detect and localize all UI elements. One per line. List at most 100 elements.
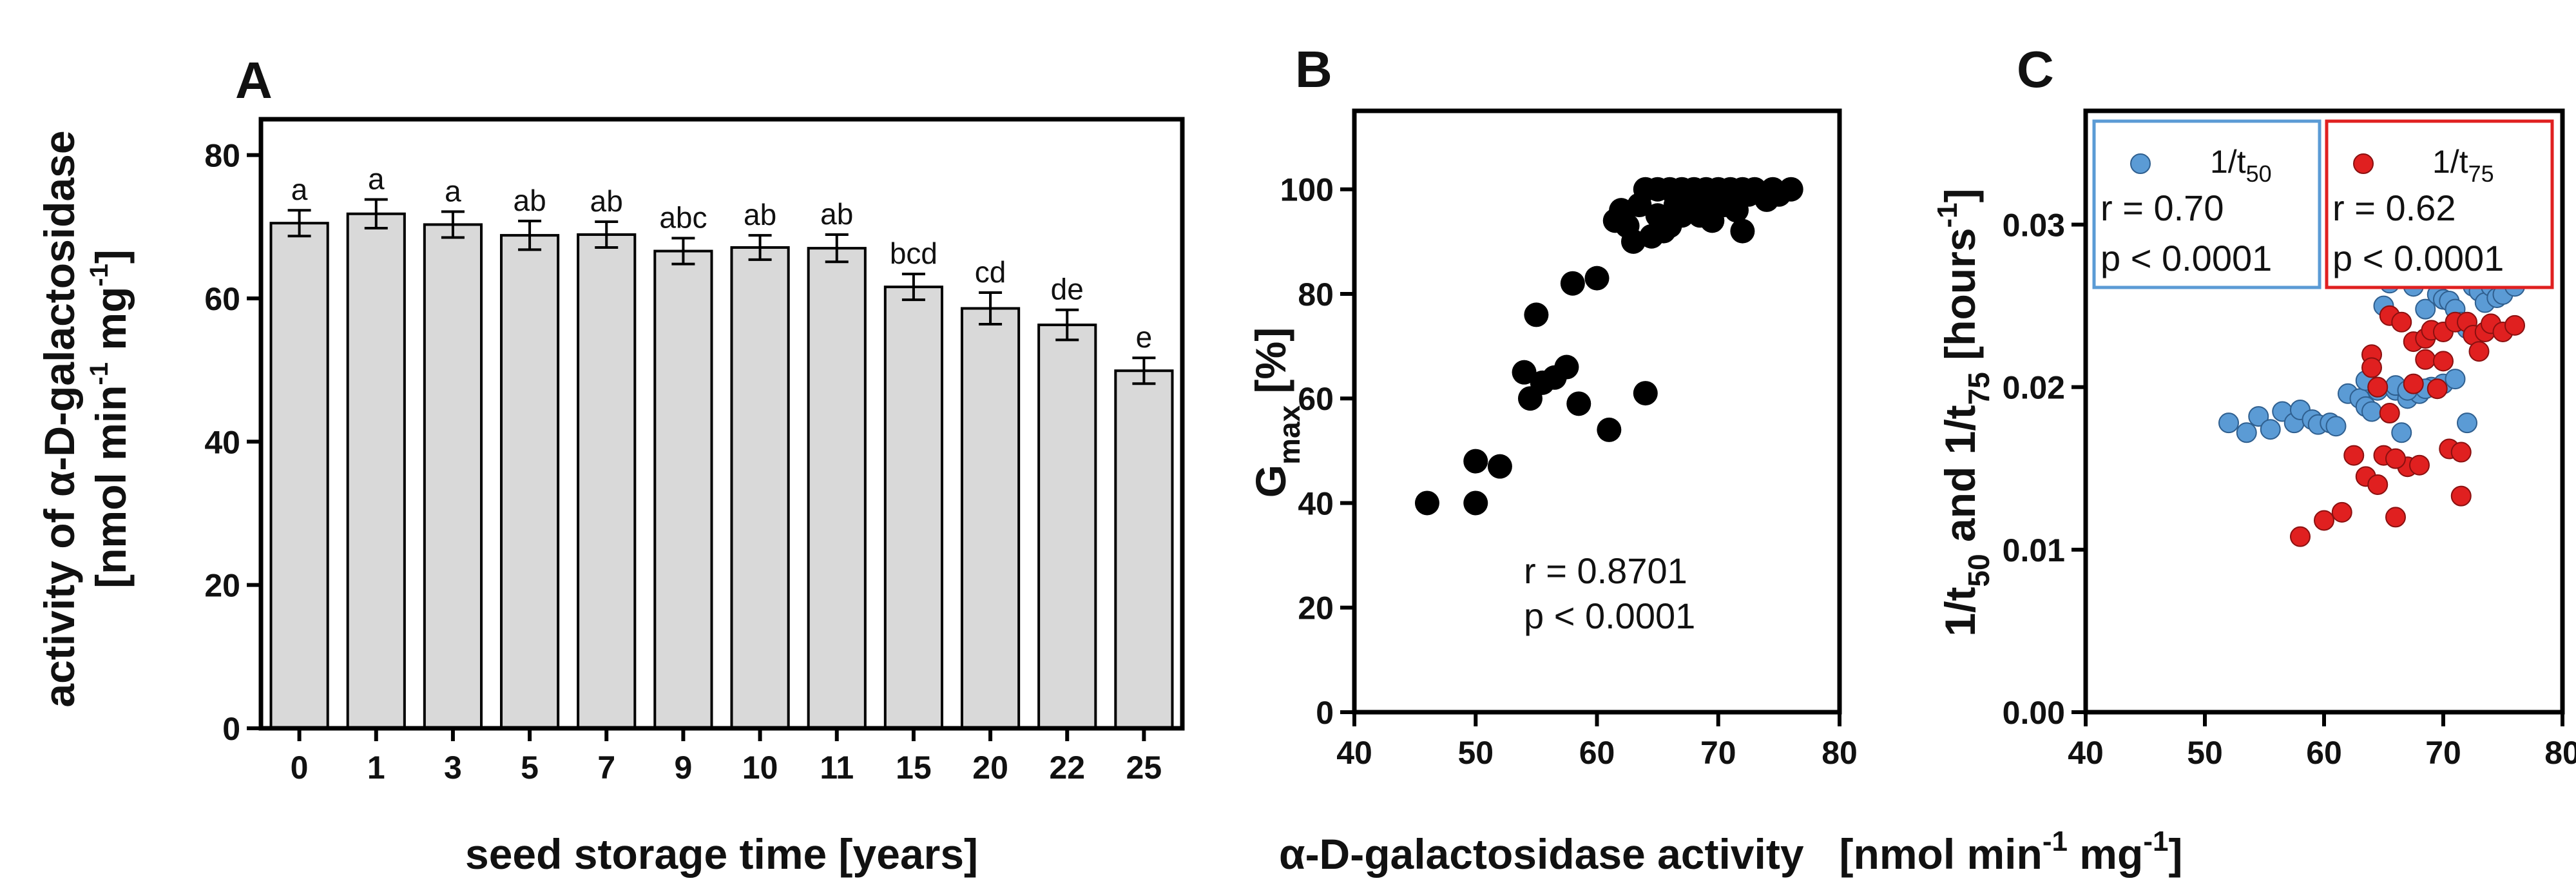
panel-a-bar bbox=[883, 286, 944, 730]
panel-a-ytick-label: 20 bbox=[204, 568, 240, 604]
panel-b-point bbox=[1487, 454, 1512, 479]
panel-c-point-t50 bbox=[2457, 412, 2477, 434]
panel-c-point-t50 bbox=[2391, 422, 2412, 443]
panel-c-ytick-label: 0.01 bbox=[2003, 532, 2065, 568]
panel-a-significance-letter: bcd bbox=[890, 237, 937, 270]
panel-b-point bbox=[1463, 490, 1488, 516]
legend-t50-marker bbox=[2130, 153, 2151, 174]
panel-b-point bbox=[1554, 354, 1579, 380]
panel-b-ytick-label: 20 bbox=[1298, 590, 1334, 626]
panel-c-point-t75 bbox=[2385, 448, 2406, 469]
panel-c-point-t75 bbox=[2409, 454, 2430, 476]
panel-c-xtick-label: 50 bbox=[2187, 735, 2223, 771]
panel-a-y-axis-title: activity of α-D-galactosidase [nmol min-… bbox=[35, 130, 135, 707]
panel-a-xtick-label: 5 bbox=[521, 750, 539, 786]
panel-b-ytick-label: 80 bbox=[1298, 276, 1334, 313]
panel-b-r-value: r = 0.8701 bbox=[1524, 550, 1687, 591]
panel-c-point-t75 bbox=[2331, 501, 2352, 523]
panel-c-point-t50 bbox=[2361, 401, 2382, 422]
panel-b-p-value: p < 0.0001 bbox=[1524, 596, 1695, 636]
panel-c-xtick-label: 40 bbox=[2068, 735, 2104, 771]
panel-a-bar bbox=[807, 247, 867, 730]
panel-c-point-t75 bbox=[2450, 485, 2472, 507]
panel-c-point-t50 bbox=[2260, 419, 2281, 440]
legend-t75-label: 1/t75 bbox=[2432, 144, 2494, 187]
panel-a-y-title-line2: [nmol min-1 mg-1] bbox=[85, 249, 135, 588]
panel-c-xtick-label: 80 bbox=[2544, 735, 2576, 771]
panel-c-point-t50 bbox=[2325, 416, 2347, 437]
legend-t50-box bbox=[2092, 119, 2321, 289]
panel-a-bar bbox=[423, 223, 483, 730]
panel-c-point-t50 bbox=[2445, 369, 2466, 390]
panel-a-significance-letter: ab bbox=[744, 198, 776, 231]
panel-a-bar bbox=[653, 249, 713, 730]
panel-b-xtick-label: 50 bbox=[1457, 735, 1494, 771]
panel-b-ytick-label: 60 bbox=[1298, 381, 1334, 417]
panel-c-xtick-label: 60 bbox=[2306, 735, 2342, 771]
panel-label-b: B bbox=[1295, 41, 1332, 98]
panel-a-bar-chart: 0 20 40 60 80 a a a ab ab abc ab ab bcd cd de e 0 1 3 5 7 9 1… bbox=[35, 117, 1185, 878]
panel-c-ytick-label: 0.02 bbox=[2003, 370, 2065, 406]
svg-text:Gmax [%]: Gmax [%] bbox=[1247, 327, 1306, 498]
panel-c-point-t75 bbox=[2450, 441, 2472, 463]
panel-c-point-t75 bbox=[2385, 507, 2406, 528]
panel-c-x-ticks: 40 50 60 70 80 bbox=[2068, 712, 2576, 771]
panel-a-significance-letter: a bbox=[445, 174, 461, 208]
panel-a-ytick-label: 80 bbox=[204, 138, 240, 174]
panel-b-point bbox=[1778, 177, 1803, 202]
panel-c-point-t75 bbox=[2427, 378, 2448, 400]
panel-a-xtick-label: 22 bbox=[1049, 750, 1085, 786]
panel-b-scatter: 0 20 40 60 80 100 40 50 60 70 80 r = 0.8701 p < 0… bbox=[1247, 108, 1858, 771]
panel-a-significance-letter: ab bbox=[590, 184, 623, 218]
panel-a-significance-letter: abc bbox=[659, 201, 707, 235]
panel-a-frame bbox=[258, 117, 1185, 731]
panel-a-xtick-label: 10 bbox=[742, 750, 778, 786]
panel-b-xtick-label: 60 bbox=[1579, 735, 1615, 771]
panel-c-point-t50 bbox=[2415, 298, 2436, 320]
panel-c-point-t75 bbox=[2415, 349, 2436, 370]
panel-a-bars: a a a ab ab abc ab ab bcd cd de e bbox=[269, 162, 1174, 730]
panel-a-bar bbox=[269, 222, 329, 730]
panel-a-xtick-label: 0 bbox=[291, 750, 309, 786]
panel-c-point-t75 bbox=[2468, 341, 2490, 362]
legend-t75-box bbox=[2325, 119, 2554, 289]
panel-a-y-title-line1: activity of α-D-galactosidase bbox=[35, 130, 83, 707]
panel-a-significance-letter: de bbox=[1051, 273, 1084, 306]
legend-t75-marker bbox=[2353, 153, 2374, 174]
panel-c-point-t75 bbox=[2367, 474, 2389, 495]
panel-c-point-t50 bbox=[2248, 406, 2269, 427]
panel-b-point bbox=[1463, 449, 1488, 474]
panel-c-point-t50 bbox=[2218, 412, 2239, 434]
panel-c-ytick-label: 0.03 bbox=[2003, 208, 2065, 244]
panel-b-x-ticks: 40 50 60 70 80 bbox=[1336, 712, 1858, 771]
panel-a-xtick-label: 3 bbox=[444, 750, 462, 786]
panel-c-point-t75 bbox=[2343, 445, 2365, 466]
legend-t50-label: 1/t50 bbox=[2210, 144, 2272, 187]
panel-b-ytick-label: 40 bbox=[1298, 485, 1334, 521]
panel-c-point-t75 bbox=[2290, 526, 2311, 547]
panel-b-xtick-label: 40 bbox=[1336, 735, 1372, 771]
panel-b-point bbox=[1560, 271, 1585, 296]
panel-a-bar bbox=[499, 234, 560, 730]
panel-c-ytick-label: 0.00 bbox=[2003, 695, 2065, 731]
panel-a-significance-letter: a bbox=[291, 173, 308, 206]
panel-b-xtick-label: 70 bbox=[1700, 735, 1736, 771]
panel-c-xtick-label: 70 bbox=[2425, 735, 2461, 771]
panel-a-xtick-label: 1 bbox=[367, 750, 385, 786]
legend-t50-p-value: p < 0.0001 bbox=[2100, 238, 2272, 278]
panel-a-bar bbox=[1037, 324, 1097, 730]
panel-a-y-ticks: 0 20 40 60 80 bbox=[204, 138, 261, 747]
panel-b-point bbox=[1414, 490, 1439, 516]
panel-a-xtick-label: 25 bbox=[1126, 750, 1162, 786]
panel-a-x-axis-title: seed storage time [years] bbox=[465, 830, 978, 878]
panel-a-significance-letter: ab bbox=[513, 184, 546, 217]
panel-c-point-t75 bbox=[2367, 376, 2389, 398]
panel-b-y-ticks: 0 20 40 60 80 100 bbox=[1280, 172, 1354, 731]
panel-label-a: A bbox=[235, 52, 273, 109]
panel-c-frame bbox=[2083, 108, 2565, 715]
panel-a-bar bbox=[1114, 369, 1174, 730]
panel-b-point bbox=[1633, 381, 1658, 406]
panel-b-point bbox=[1566, 391, 1591, 416]
panel-a-xtick-label: 11 bbox=[820, 750, 854, 786]
panel-b-ytick-label: 100 bbox=[1280, 172, 1334, 208]
